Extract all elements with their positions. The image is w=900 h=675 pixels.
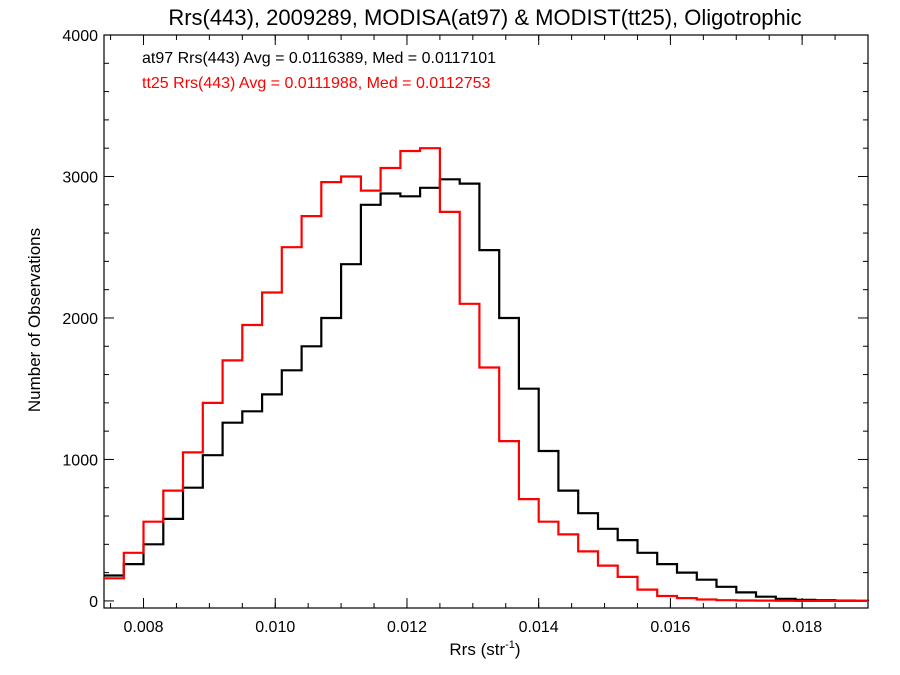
x-axis-label-main: Rrs (str: [449, 640, 505, 659]
x-axis-label-superscript: -1: [505, 639, 515, 651]
y-tick-label: 3000: [62, 169, 98, 186]
chart-title: Rrs(443), 2009289, MODISA(at97) & MODIST…: [168, 5, 801, 30]
y-tick-label: 1000: [62, 452, 98, 469]
x-tick-label: 0.018: [782, 619, 822, 636]
plot-frame: [103, 34, 869, 609]
x-tick-label: 0.012: [387, 619, 427, 636]
x-tick-label: 0.014: [519, 619, 559, 636]
legend-entry-tt25: tt25 Rrs(443) Avg = 0.0111988, Med = 0.0…: [142, 75, 491, 92]
y-axis-label: Number of Observations: [25, 228, 44, 412]
x-tick-label: 0.016: [650, 619, 690, 636]
y-tick-label: 2000: [62, 311, 98, 328]
y-tick-label: 4000: [62, 28, 98, 45]
legend-entry-at97: at97 Rrs(443) Avg = 0.0116389, Med = 0.0…: [142, 50, 496, 67]
x-tick-label: 0.010: [255, 619, 295, 636]
series-line-at97: [104, 178, 870, 602]
y-tick-label: 0: [89, 594, 98, 611]
x-tick-label: 0.008: [123, 619, 163, 636]
x-axis-label-suffix: ): [515, 640, 521, 659]
series-line-tt25: [104, 147, 868, 602]
x-axis-label: Rrs (str-1): [449, 639, 520, 659]
